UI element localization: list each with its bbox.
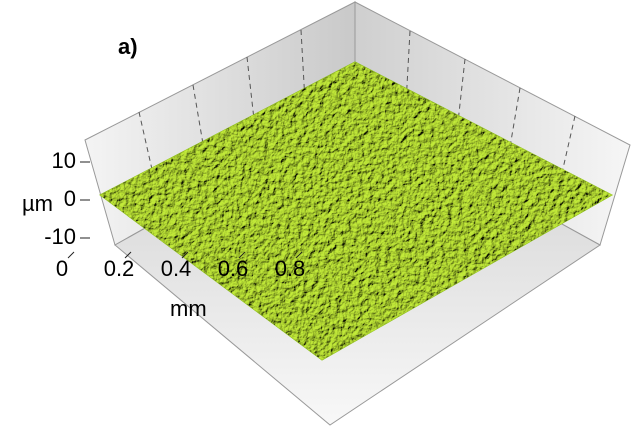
panel-label: a) xyxy=(118,34,138,59)
x-tick-mark xyxy=(238,251,246,259)
z-tick-label: 10 xyxy=(52,148,76,173)
z-tick-label: 0 xyxy=(64,186,76,211)
x-tick-label: 0.6 xyxy=(218,256,249,281)
x-tick-label: 0.8 xyxy=(275,256,306,281)
z-tick-label: -10 xyxy=(44,224,76,249)
surface-texture xyxy=(100,62,612,360)
x-tick-mark xyxy=(295,251,303,259)
z-axis-label: µm xyxy=(22,191,53,216)
x-tick-label: 0.2 xyxy=(104,256,135,281)
x-tick-mark xyxy=(124,251,132,259)
x-tick-mark xyxy=(181,251,189,259)
x-tick-label: 0 xyxy=(56,256,68,281)
x-tick-mark xyxy=(67,251,75,259)
x-tick-label: 0.4 xyxy=(161,256,192,281)
x-axis-label: mm xyxy=(170,296,207,321)
